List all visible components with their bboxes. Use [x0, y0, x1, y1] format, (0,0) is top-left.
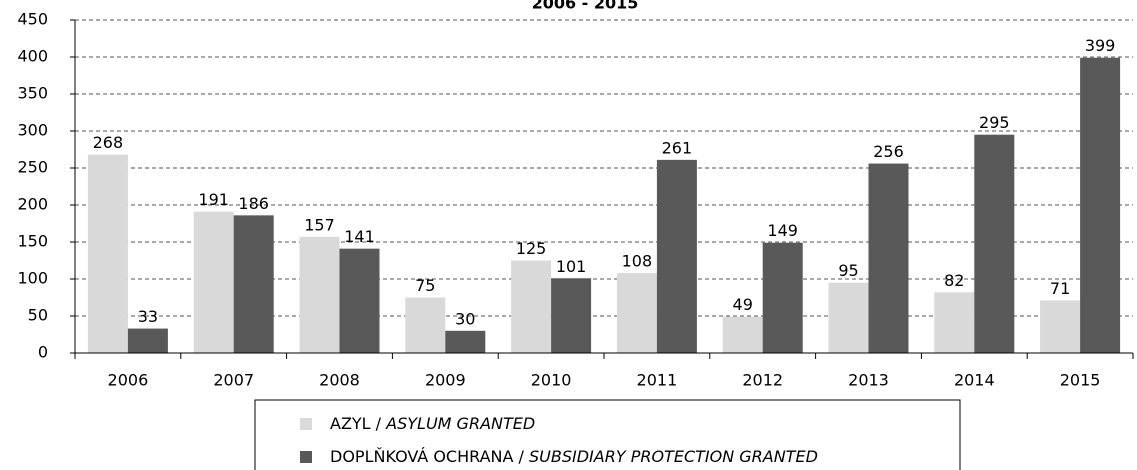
- value-label: 75: [415, 276, 435, 295]
- y-tick-label: 250: [17, 158, 48, 177]
- bar: [722, 316, 763, 353]
- value-label: 186: [238, 194, 269, 213]
- y-tick-label: 0: [38, 343, 48, 362]
- bar: [127, 328, 168, 353]
- value-label: 33: [138, 307, 158, 326]
- bar: [1080, 57, 1121, 354]
- x-tick-label: 2008: [319, 371, 360, 390]
- bar: [405, 297, 446, 353]
- x-tick-label: 2007: [213, 371, 254, 390]
- x-tick-label: 2012: [742, 371, 783, 390]
- bar: [193, 211, 234, 353]
- x-tick-label: 2015: [1060, 371, 1101, 390]
- value-label: 399: [1085, 36, 1116, 55]
- value-label: 49: [733, 295, 753, 314]
- legend-box: [254, 399, 961, 470]
- bar: [934, 292, 975, 353]
- y-tick-label: 100: [17, 269, 48, 288]
- value-label: 256: [873, 142, 904, 161]
- bar: [616, 273, 657, 353]
- bar: [87, 154, 128, 353]
- x-tick-label: 2006: [108, 371, 149, 390]
- bar: [233, 215, 274, 353]
- y-tick-label: 350: [17, 84, 48, 103]
- value-label: 82: [944, 271, 964, 290]
- value-label: 101: [556, 257, 587, 276]
- bar: [1040, 300, 1081, 353]
- x-tick-label: 2013: [848, 371, 889, 390]
- x-tick-label: 2014: [954, 371, 995, 390]
- value-label: 295: [979, 113, 1010, 132]
- y-tick-label: 450: [17, 10, 48, 29]
- bar: [339, 248, 380, 353]
- bar: [762, 242, 803, 353]
- value-label: 149: [767, 221, 798, 240]
- legend-label: DOPLŇKOVÁ OCHRANA / SUBSIDIARY PROTECTIO…: [330, 447, 818, 466]
- bar: [656, 159, 697, 353]
- value-label: 261: [662, 138, 693, 157]
- legend-swatch: [300, 418, 312, 430]
- y-tick-label: 150: [17, 232, 48, 251]
- chart-title: 2006 - 2015: [532, 0, 639, 13]
- bar: [445, 330, 486, 353]
- y-tick-label: 200: [17, 195, 48, 214]
- x-tick-label: 2011: [637, 371, 678, 390]
- bar: [551, 278, 592, 353]
- bar: [299, 236, 340, 353]
- value-label: 30: [455, 309, 475, 328]
- value-label: 125: [516, 239, 547, 258]
- x-tick-label: 2010: [531, 371, 572, 390]
- y-tick-label: 300: [17, 121, 48, 140]
- legend-label: AZYL / ASYLUM GRANTED: [330, 414, 535, 433]
- value-label: 268: [93, 133, 124, 152]
- bar: [511, 260, 552, 353]
- value-label: 108: [622, 252, 653, 271]
- legend-swatch: [300, 451, 312, 463]
- bar: [828, 282, 869, 353]
- bar: [974, 134, 1015, 353]
- bar: [868, 163, 909, 353]
- y-tick-label: 50: [28, 306, 48, 325]
- value-label: 71: [1050, 279, 1070, 298]
- y-tick-label: 400: [17, 47, 48, 66]
- x-tick-label: 2009: [425, 371, 466, 390]
- value-label: 157: [304, 215, 335, 234]
- value-label: 141: [344, 227, 375, 246]
- value-label: 191: [198, 190, 229, 209]
- value-label: 95: [838, 261, 858, 280]
